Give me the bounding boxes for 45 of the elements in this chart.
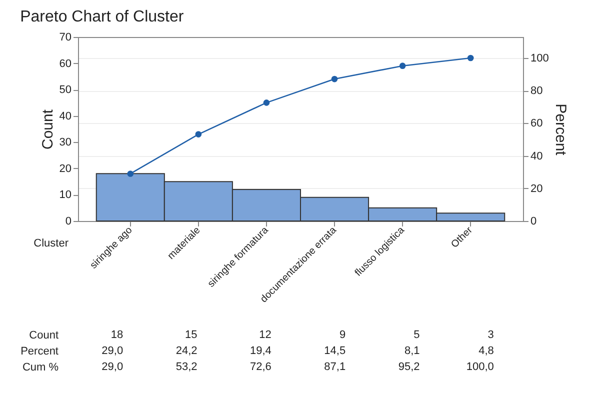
x-axis-title: Cluster [34,238,69,250]
text: Percent [20,346,58,358]
text: Count [29,330,58,342]
data-label: 5 [414,329,420,341]
text: 24,2 [176,345,198,357]
y2-tick-label: 40 [530,150,543,162]
point [467,54,474,62]
y-tick-label: 30 [59,136,72,149]
y2-axis-title: Percent [552,104,569,156]
text: 19,4 [250,345,272,357]
y2-tick-label: 100 [530,52,549,65]
data-label: 18 [110,329,124,341]
data-label: 95,2 [398,361,420,373]
y-axis-title: Count [39,108,56,150]
y-tick-label: 20 [59,162,72,175]
point [399,62,406,70]
data-label: 3 [488,329,494,341]
text: 8,1 [404,345,420,357]
point [263,100,270,106]
y-tick-label: 0 [65,216,72,228]
y2-tick-label: 60 [530,118,543,130]
y2-tick-label: 20 [530,182,543,195]
point [331,76,338,82]
text: 14,5 [324,345,346,357]
text: Cum % [22,362,59,374]
data-label: 100,0 [466,361,494,373]
y2-tick-label: 80 [530,85,543,98]
y-tick-label: 70 [59,32,72,44]
y2-tick-label: 0 [530,216,537,228]
data-label: 53,2 [176,361,198,373]
y-tick-label: 60 [59,58,72,70]
data-label: 72,6 [250,361,272,373]
point [127,170,134,177]
data-label: 87,1 [324,361,346,373]
data-label: 9 [339,329,346,341]
text: 29,0 [102,345,124,357]
data-label: 12 [259,329,272,341]
y-tick-label: 10 [59,189,72,202]
y-tick-label: 40 [59,110,72,122]
point [195,131,202,138]
y-tick-label: 50 [59,84,72,96]
text: 4,8 [478,345,494,357]
data-label: 15 [185,329,198,341]
chart-title: Pareto Chart of Cluster [20,8,184,26]
data-label: 29,0 [102,361,124,373]
